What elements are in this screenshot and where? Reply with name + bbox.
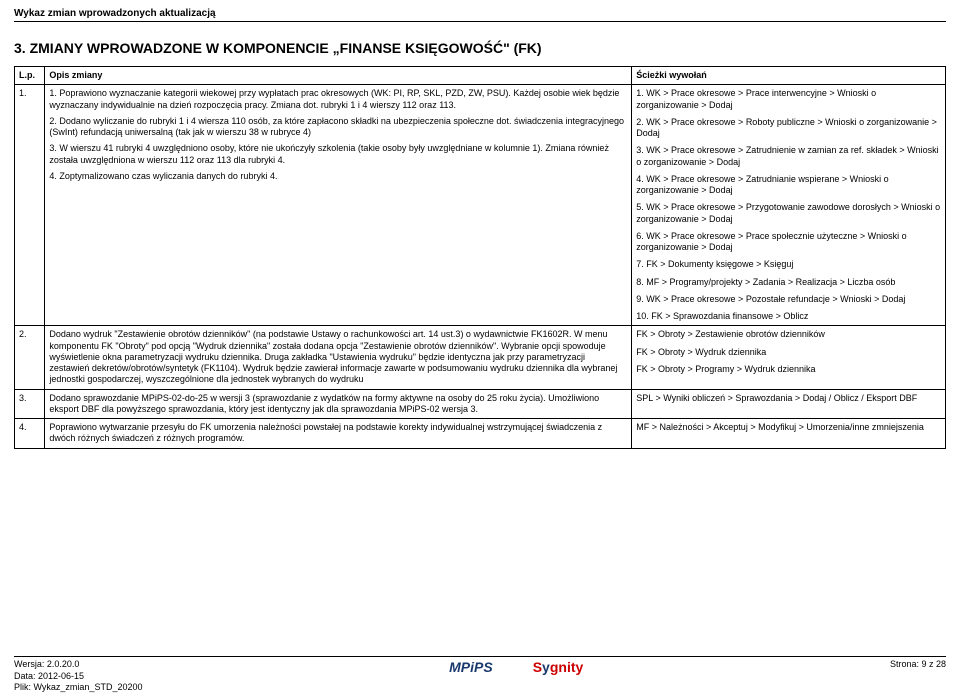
sciezka-item: 1. WK > Prace okresowe > Prace interwenc…: [636, 88, 941, 111]
changes-table: L.p. Opis zmiany Ścieżki wywołań 1.1. Po…: [14, 66, 946, 449]
table-row: 3.Dodano sprawozdanie MPiPS-02-do-25 w w…: [15, 389, 946, 419]
opis-paragraph: 3. W wierszu 41 rubryki 4 uwzględniono o…: [49, 143, 627, 166]
section-title: 3. ZMIANY WPROWADZONE W KOMPONENCIE „FIN…: [14, 40, 946, 56]
td-opis: Dodano wydruk "Zestawienie obrotów dzien…: [45, 326, 632, 389]
opis-paragraph: 1. Poprawiono wyznaczanie kategorii wiek…: [49, 88, 627, 111]
sciezka-item: 4. WK > Prace okresowe > Zatrudnianie ws…: [636, 174, 941, 197]
sciezka-item: MF > Należności > Akceptuj > Modyfikuj >…: [636, 422, 941, 433]
footer-data: Data: 2012-06-15: [14, 671, 142, 683]
footer-plik: Plik: Wykaz_zmian_STD_20200: [14, 682, 142, 694]
logo-mpips: MPiPS: [449, 659, 493, 675]
page-header: Wykaz zmian wprowadzonych aktualizacją: [14, 8, 946, 22]
opis-paragraph: 2. Dodano wyliczanie do rubryki 1 i 4 wi…: [49, 116, 627, 139]
logo-sygnity: Sygnity: [533, 659, 584, 675]
sciezka-item: 6. WK > Prace okresowe > Prace społeczni…: [636, 231, 941, 254]
section-text: ZMIANY WPROWADZONE W KOMPONENCIE „FINANS…: [30, 40, 542, 56]
footer-wersja: Wersja: 2.0.20.0: [14, 659, 142, 671]
td-opis: 1. Poprawiono wyznaczanie kategorii wiek…: [45, 85, 632, 326]
section-num: 3.: [14, 40, 26, 56]
sciezka-item: 7. FK > Dokumenty księgowe > Księguj: [636, 259, 941, 270]
t-f: SIĘGOWOŚĆ: [415, 40, 503, 56]
table-row: 2.Dodano wydruk "Zestawienie obrotów dzi…: [15, 326, 946, 389]
th-sciezki: Ścieżki wywołań: [632, 67, 946, 85]
t-d: INANSE: [348, 40, 401, 56]
footer-page: Strona: 9 z 28: [890, 659, 946, 671]
table-body: 1.1. Poprawiono wyznaczanie kategorii wi…: [15, 85, 946, 448]
sciezka-item: 2. WK > Prace okresowe > Roboty publiczn…: [636, 117, 941, 140]
td-lp: 3.: [15, 389, 45, 419]
opis-paragraph: Poprawiono wytwarzanie przesyłu do FK um…: [49, 422, 627, 445]
td-sciezki: FK > Obroty > Zestawienie obrotów dzienn…: [632, 326, 946, 389]
td-lp: 2.: [15, 326, 45, 389]
td-opis: Dodano sprawozdanie MPiPS-02-do-25 w wer…: [45, 389, 632, 419]
th-lp: L.p.: [15, 67, 45, 85]
footer-left: Wersja: 2.0.20.0 Data: 2012-06-15 Plik: …: [14, 659, 142, 694]
t-b: MIANY WPROWADZONE W KOMPONENCIE: [38, 40, 329, 56]
td-sciezki: SPL > Wyniki obliczeń > Sprawozdania > D…: [632, 389, 946, 419]
logo-rest: gnity: [550, 659, 583, 675]
sciezka-item: 3. WK > Prace okresowe > Zatrudnienie w …: [636, 145, 941, 168]
t-e: K: [405, 40, 415, 56]
td-opis: Poprawiono wytwarzanie przesyłu do FK um…: [45, 419, 632, 449]
td-sciezki: MF > Należności > Akceptuj > Modyfikuj >…: [632, 419, 946, 449]
table-row: 1.1. Poprawiono wyznaczanie kategorii wi…: [15, 85, 946, 326]
opis-paragraph: 4. Zoptymalizowano czas wyliczania danyc…: [49, 171, 627, 182]
sciezka-item: SPL > Wyniki obliczeń > Sprawozdania > D…: [636, 393, 941, 404]
t-g: " (FK): [503, 40, 542, 56]
logo-s: S: [533, 659, 542, 675]
footer-logos: MPiPS Sygnity: [449, 659, 583, 675]
t-a: Z: [30, 40, 39, 56]
table-row: 4.Poprawiono wytwarzanie przesyłu do FK …: [15, 419, 946, 449]
logo-y: y: [542, 659, 550, 675]
page-footer: Wersja: 2.0.20.0 Data: 2012-06-15 Plik: …: [14, 656, 946, 694]
table-header-row: L.p. Opis zmiany Ścieżki wywołań: [15, 67, 946, 85]
td-sciezki: 1. WK > Prace okresowe > Prace interwenc…: [632, 85, 946, 326]
sciezka-item: 5. WK > Prace okresowe > Przygotowanie z…: [636, 202, 941, 225]
td-lp: 1.: [15, 85, 45, 326]
sciezka-item: 8. MF > Programy/projekty > Zadania > Re…: [636, 277, 941, 288]
sciezka-item: 10. FK > Sprawozdania finansowe > Oblicz: [636, 311, 941, 322]
sciezka-item: FK > Obroty > Programy > Wydruk dziennik…: [636, 364, 941, 375]
opis-paragraph: Dodano sprawozdanie MPiPS-02-do-25 w wer…: [49, 393, 627, 416]
sciezka-item: FK > Obroty > Wydruk dziennika: [636, 347, 941, 358]
t-c: „F: [333, 40, 349, 56]
sciezka-item: 9. WK > Prace okresowe > Pozostałe refun…: [636, 294, 941, 305]
td-lp: 4.: [15, 419, 45, 449]
sciezka-item: FK > Obroty > Zestawienie obrotów dzienn…: [636, 329, 941, 340]
th-opis: Opis zmiany: [45, 67, 632, 85]
opis-paragraph: Dodano wydruk "Zestawienie obrotów dzien…: [49, 329, 627, 385]
